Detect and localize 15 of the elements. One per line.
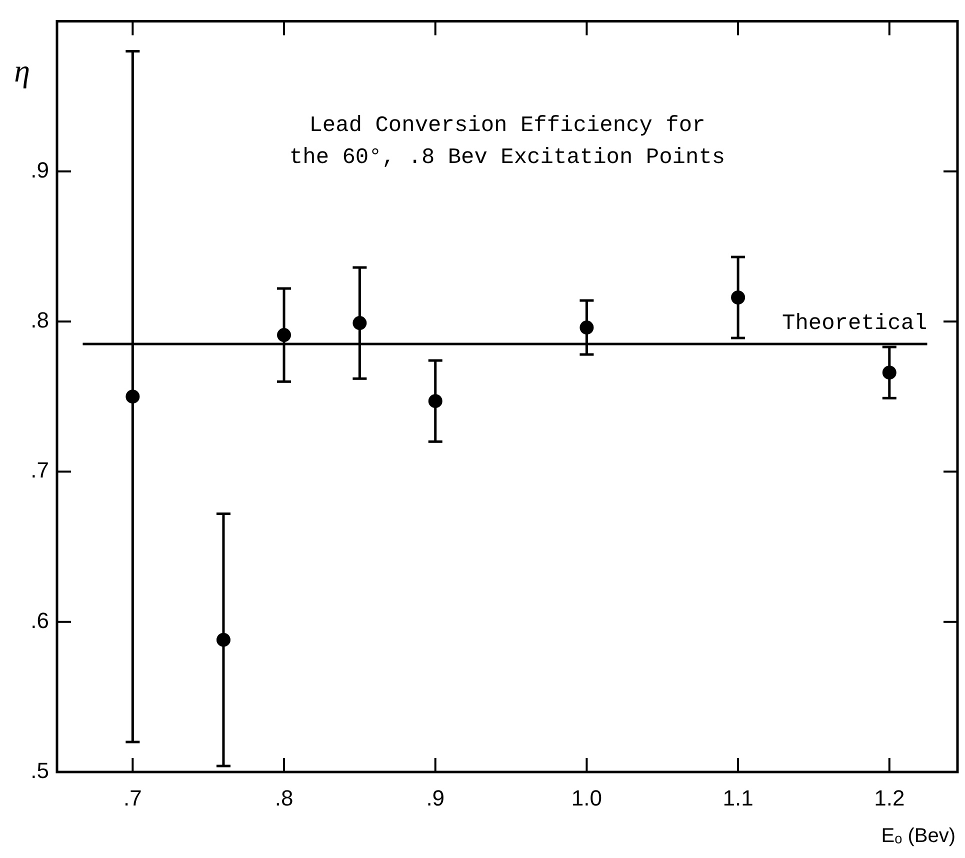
- y-tick-label: .7: [30, 458, 49, 483]
- x-tick-label: 1.2: [874, 785, 905, 810]
- x-tick-label: .8: [274, 785, 294, 810]
- y-tick-label: .5: [30, 758, 49, 784]
- x-tick-label: 1.0: [571, 785, 602, 810]
- y-tick-label: .6: [30, 608, 49, 633]
- y-axis-title: η: [14, 52, 30, 89]
- x-tick-label: 1.1: [722, 785, 754, 810]
- y-tick-label: .8: [30, 308, 49, 333]
- x-tick-label: .7: [123, 785, 142, 810]
- text: Lead Conversion Efficiency for the 60°, .8 Bev Excitation Points: [289, 113, 726, 170]
- legend-label: Theoretical: [782, 310, 928, 336]
- y-tick-label: .9: [30, 157, 49, 182]
- x-axis-title: Eₒ (Bev): [881, 825, 956, 847]
- x-tick-label: .9: [426, 785, 445, 810]
